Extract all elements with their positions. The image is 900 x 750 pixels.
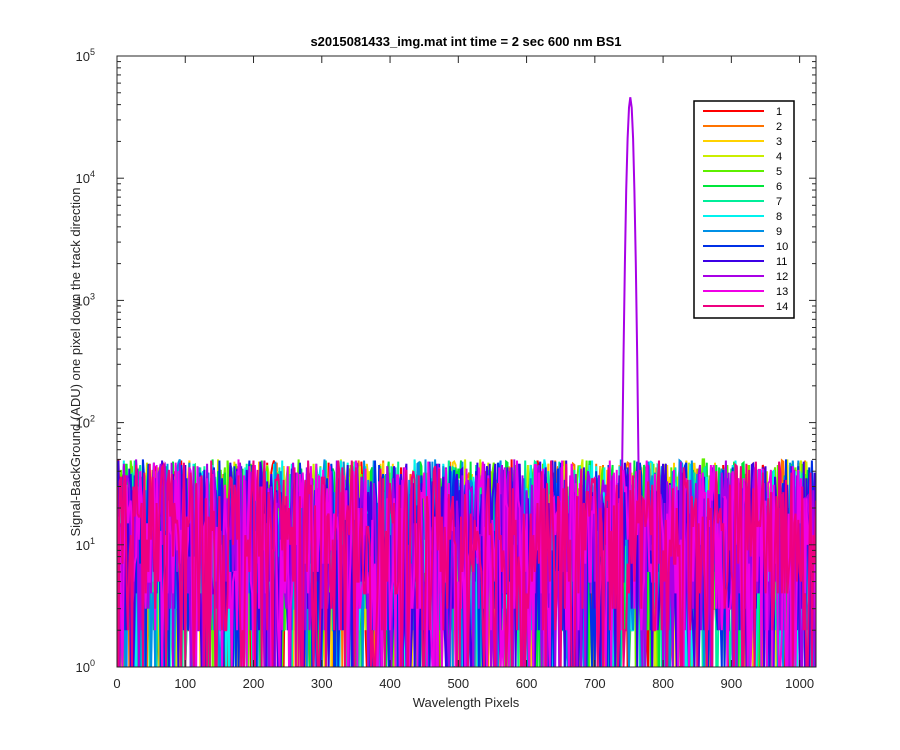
x-tick-label: 100 xyxy=(174,676,196,691)
x-tick-label: 800 xyxy=(652,676,674,691)
series-layer xyxy=(117,97,816,667)
x-tick-label: 200 xyxy=(243,676,265,691)
x-tick-label: 1000 xyxy=(785,676,814,691)
legend-label-8: 8 xyxy=(776,211,782,223)
series-line-13 xyxy=(117,459,816,667)
x-axis-label: Wavelength Pixels xyxy=(413,695,520,710)
legend-label-14: 14 xyxy=(776,301,788,313)
series-line-12 xyxy=(117,97,816,667)
y-tick-label: 102 xyxy=(76,414,95,431)
x-tick-label: 600 xyxy=(516,676,538,691)
y-tick-label: 100 xyxy=(76,658,95,675)
x-tick-label: 300 xyxy=(311,676,333,691)
legend-label-9: 9 xyxy=(776,226,782,238)
legend-label-4: 4 xyxy=(776,151,782,163)
series-line-14 xyxy=(117,460,816,667)
x-tick-label: 0 xyxy=(113,676,120,691)
x-tick-label: 700 xyxy=(584,676,606,691)
legend-label-12: 12 xyxy=(776,271,788,283)
legend-label-3: 3 xyxy=(776,136,782,148)
legend-label-7: 7 xyxy=(776,196,782,208)
legend-label-2: 2 xyxy=(776,121,782,133)
legend-label-5: 5 xyxy=(776,166,782,178)
legend-label-13: 13 xyxy=(776,286,788,298)
x-axis: 0 100 200 300 400 500 600 700 800 900 1000 xyxy=(113,56,814,691)
y-tick-label: 105 xyxy=(76,47,95,64)
axes-box xyxy=(116,55,817,668)
y-axis-label: Signal-BackGround (ADU) one pixel down t… xyxy=(68,187,83,536)
legend-box xyxy=(693,100,795,319)
y-tick-label: 101 xyxy=(76,536,95,553)
chart-title: s2015081433_img.mat int time = 2 sec 600… xyxy=(310,34,621,49)
legend-label-10: 10 xyxy=(776,241,788,253)
legend-label-6: 6 xyxy=(776,181,782,193)
x-tick-label: 400 xyxy=(379,676,401,691)
x-tick-label: 500 xyxy=(447,676,469,691)
y-tick-label: 104 xyxy=(76,169,95,186)
legend-label-1: 1 xyxy=(776,106,782,118)
x-tick-label: 900 xyxy=(721,676,743,691)
legend-label-11: 11 xyxy=(776,256,787,268)
y-tick-label: 103 xyxy=(76,291,95,308)
